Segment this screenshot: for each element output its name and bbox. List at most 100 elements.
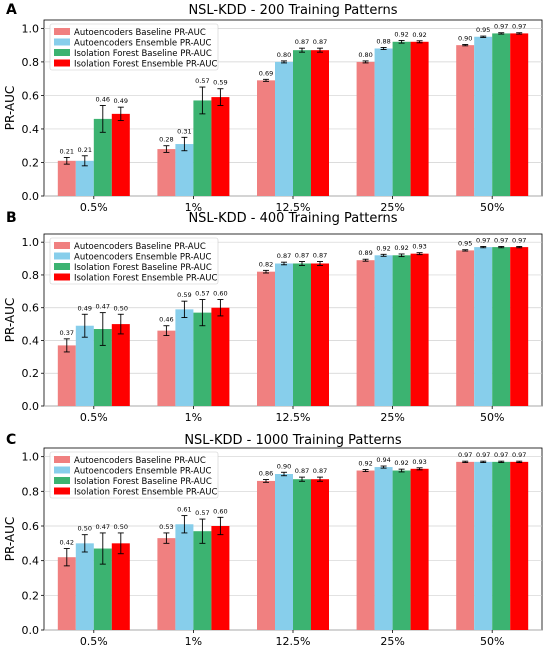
data-label: 0.92 [358, 459, 372, 467]
bar [75, 543, 94, 630]
bar [75, 325, 94, 406]
data-label: 0.57 [195, 290, 209, 298]
legend-swatch [54, 38, 70, 46]
y-tick-label: 0.0 [22, 190, 40, 203]
legend-swatch [54, 263, 70, 270]
bar [474, 461, 493, 630]
bar [257, 80, 275, 196]
data-label: 0.89 [358, 249, 372, 257]
data-label: 0.97 [494, 451, 508, 459]
data-label: 0.87 [313, 467, 327, 475]
legend-label: Isolation Forest Ensemble PR-AUC [74, 60, 217, 70]
x-tick-label: 0.5% [80, 635, 108, 648]
chart-panel-1: 0.0 0.2 0.4 0.6 0.8 1.0 PR-AUC NSL-KDD - 200 Tr… [3, 2, 543, 214]
data-label: 0.97 [458, 451, 472, 459]
bar [257, 480, 275, 630]
legend-box [49, 237, 219, 285]
legend: Autoencoders Baseline PR-AUCAutoencoders… [49, 451, 219, 499]
x-tick-label: 25% [380, 411, 404, 424]
legend: Autoencoders Baseline PR-AUCAutoencoders… [49, 23, 219, 71]
legend-swatch [54, 487, 70, 495]
bar [211, 526, 230, 630]
y-tick-label: 1.0 [22, 451, 40, 464]
x-tick-label: 50% [480, 635, 504, 648]
x-tick-label: 0.5% [80, 411, 108, 424]
y-tick-label: 0.4 [22, 334, 40, 347]
bar [374, 48, 393, 196]
data-label: 0.87 [313, 252, 327, 260]
bar [157, 330, 176, 406]
data-label: 0.60 [213, 507, 227, 515]
x-tick-label: 1% [185, 411, 202, 424]
y-axis-label: PR-AUC [3, 86, 17, 131]
y-tick-label: 0.8 [22, 485, 40, 498]
data-label: 0.92 [394, 244, 408, 252]
bar [57, 160, 76, 196]
bar [311, 263, 329, 406]
legend-label: Autoencoders Baseline PR-AUC [74, 242, 206, 252]
bar [193, 312, 212, 406]
bar [175, 144, 194, 196]
y-axis-label: PR-AUC [3, 298, 17, 343]
y-tick-label: 1.0 [22, 236, 40, 249]
data-label: 0.90 [458, 34, 472, 42]
data-label: 0.69 [259, 69, 273, 77]
data-label: 0.46 [96, 95, 110, 103]
bar [492, 461, 511, 630]
bar [392, 470, 411, 630]
data-label: 0.59 [213, 79, 227, 87]
data-label: 0.50 [114, 523, 128, 531]
data-label: 0.87 [295, 252, 309, 260]
bar [510, 33, 529, 197]
bar [356, 260, 375, 406]
bar [193, 531, 212, 630]
legend-swatch [54, 49, 70, 56]
legend: Autoencoders Baseline PR-AUCAutoencoders… [49, 237, 219, 285]
y-tick-label: 1.0 [22, 22, 40, 35]
data-label: 0.47 [96, 523, 110, 531]
panel-label: B [6, 210, 17, 226]
bar [293, 263, 311, 406]
bar [93, 548, 112, 630]
legend-swatch [54, 28, 70, 35]
bar [456, 461, 475, 630]
x-tick-label: 25% [380, 635, 404, 648]
bar [510, 461, 529, 630]
bar [75, 160, 94, 196]
bar [157, 538, 176, 630]
data-label: 0.49 [78, 304, 92, 312]
y-tick-label: 0.4 [22, 555, 40, 568]
bar [57, 557, 76, 630]
data-label: 0.21 [60, 147, 74, 155]
bar [111, 543, 130, 630]
data-label: 0.80 [277, 51, 291, 59]
bar [474, 36, 493, 197]
legend-label: Isolation Forest Baseline PR-AUC [74, 263, 212, 273]
x-tick-label: 12.5% [276, 411, 311, 424]
data-label: 0.47 [96, 303, 110, 311]
legend-swatch [54, 466, 70, 474]
data-label: 0.92 [376, 244, 390, 252]
y-tick-label: 0.8 [22, 269, 40, 282]
bar [275, 61, 293, 197]
data-label: 0.97 [512, 23, 526, 31]
chart-panel-3: 0.0 0.2 0.4 0.6 0.8 1.0 PR-AUC NSL-KDD - 1000 T… [3, 432, 543, 648]
bar [492, 33, 511, 197]
bar [374, 255, 393, 406]
y-tick-label: 0.6 [22, 89, 40, 102]
data-label: 0.97 [476, 451, 490, 459]
x-tick-label: 50% [480, 201, 504, 214]
legend-label: Isolation Forest Baseline PR-AUC [74, 49, 212, 59]
data-label: 0.97 [512, 236, 526, 244]
data-label: 0.57 [195, 509, 209, 517]
bar [157, 149, 176, 196]
bar [93, 329, 112, 406]
bar [311, 50, 329, 196]
x-tick-label: 12.5% [276, 201, 311, 214]
data-label: 0.87 [295, 38, 309, 46]
bar [211, 97, 230, 196]
legend-label: Autoencoders Ensemble PR-AUC [74, 39, 211, 49]
bar [492, 247, 511, 406]
bar [293, 479, 311, 630]
